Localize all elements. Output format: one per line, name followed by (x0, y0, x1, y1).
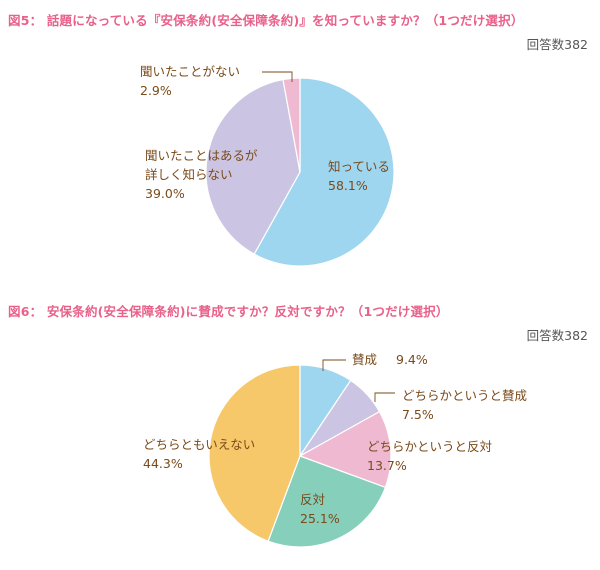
chart1-slice-label-0: 知っている (328, 159, 390, 174)
chart1-title: 図5： 話題になっている『安保条約(安全保障条約)』を知っていますか？（1つだけ… (8, 13, 524, 28)
chart2-slice-label-0: 賛成 (352, 352, 377, 367)
chart1-slice-value-1: 39.0% (145, 186, 185, 201)
chart1-respondents: 回答数382 (526, 37, 588, 52)
chart2-slice-value-3: 25.1% (300, 511, 340, 526)
chart1-leader-line-2 (262, 71, 293, 82)
chart2-slice-3 (267, 455, 387, 548)
chart2-leader-line-0 (322, 359, 346, 371)
chart2-slice-label-2: どちらかというと反対 (367, 439, 492, 454)
chart1-slice-value-2: 2.9% (140, 83, 172, 98)
chart1-slice-label-1: 聞いたことはあるが (145, 148, 258, 163)
chart1-slice-label-2: 聞いたことがない (140, 64, 240, 79)
chart1-slice-value-0: 58.1% (328, 178, 368, 193)
chart2-slice-label-4: どちらともいえない (143, 437, 255, 452)
chart2-leader-line-1 (374, 392, 395, 402)
chart1-slice-0 (253, 77, 395, 267)
chart1-slice-1 (205, 78, 301, 255)
chart2-respondents: 回答数382 (526, 328, 588, 343)
chart1-slice-2 (282, 77, 301, 173)
pie-chart-opinion: 賛成 9.4% どちらかというと賛成 7.5% どちらかというと反対 13.7% 反対 25.… (143, 352, 527, 548)
chart2-title: 図6： 安保条約(安全保障条約)に賛成ですか？反対ですか？（1つだけ選択） (8, 304, 449, 319)
chart2-slice-2 (298, 410, 392, 489)
chart2-slice-label-3: 反対 (300, 492, 325, 507)
chart2-slice-label-1: どちらかというと賛成 (402, 388, 527, 403)
chart2-slice-value-1: 7.5% (402, 407, 434, 422)
chart2-slice-value-0: 9.4% (396, 352, 428, 367)
chart2-slice-value-2: 13.7% (367, 458, 407, 473)
chart2-slice-value-4: 44.3% (143, 456, 183, 471)
chart2-slice-4 (208, 364, 301, 543)
chart1-slice-label-1: 詳しく知らない (145, 167, 233, 182)
